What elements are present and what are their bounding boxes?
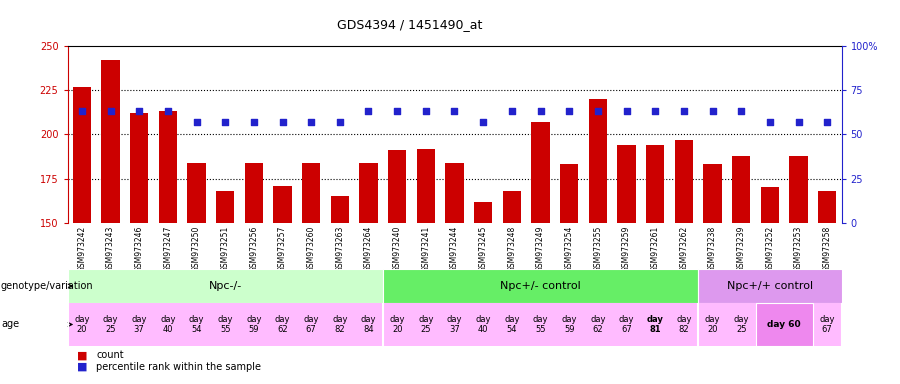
Point (390, 108, 404, 114)
Point (132, 108, 147, 114)
Text: GDS4394 / 1451490_at: GDS4394 / 1451490_at (337, 18, 482, 31)
Bar (589, 99, 608, 223)
Text: day
20: day 20 (390, 315, 405, 334)
Point (505, 108, 519, 114)
Point (275, 119, 290, 125)
Text: day
55: day 55 (533, 315, 548, 334)
Bar (158, 111, 177, 223)
Bar (274, 185, 292, 223)
Bar (73, 87, 91, 223)
Text: count: count (96, 350, 124, 360)
Text: day
82: day 82 (332, 315, 347, 334)
Point (418, 108, 433, 114)
Point (333, 119, 347, 125)
Point (820, 119, 834, 125)
Bar (302, 163, 320, 223)
Point (534, 108, 548, 114)
Bar (473, 202, 492, 223)
Bar (446, 163, 464, 223)
Text: percentile rank within the sample: percentile rank within the sample (96, 362, 261, 372)
Text: day
37: day 37 (446, 315, 463, 334)
Bar (732, 156, 751, 223)
Point (361, 108, 375, 114)
Bar (130, 113, 148, 223)
Point (677, 108, 691, 114)
Point (189, 119, 203, 125)
Bar (760, 187, 779, 223)
Bar (68, 269, 382, 303)
Text: day
62: day 62 (274, 315, 290, 334)
Text: day
40: day 40 (160, 315, 176, 334)
Bar (531, 122, 550, 223)
Bar (502, 191, 521, 223)
Bar (382, 269, 698, 303)
Text: ■: ■ (76, 362, 87, 372)
Point (762, 119, 777, 125)
Point (648, 108, 662, 114)
Text: day
40: day 40 (475, 315, 491, 334)
Text: day
25: day 25 (418, 315, 434, 334)
Text: day
59: day 59 (246, 315, 262, 334)
Point (104, 108, 118, 114)
Text: age: age (1, 319, 19, 329)
Point (562, 108, 576, 114)
Text: day 60: day 60 (768, 320, 801, 329)
Bar (388, 150, 407, 223)
Text: day
54: day 54 (504, 315, 519, 334)
Point (734, 108, 749, 114)
Text: day
25: day 25 (734, 315, 749, 334)
Bar (359, 163, 378, 223)
Text: day
20: day 20 (74, 315, 90, 334)
Bar (101, 60, 120, 223)
Bar (245, 163, 263, 223)
Text: day
67: day 67 (303, 315, 319, 334)
Text: day
37: day 37 (131, 315, 147, 334)
Point (590, 108, 605, 114)
Point (218, 119, 232, 125)
Bar (646, 145, 664, 223)
Point (476, 119, 491, 125)
Bar (703, 164, 722, 223)
Bar (818, 191, 836, 223)
Text: day
20: day 20 (705, 315, 720, 334)
Point (619, 108, 634, 114)
Point (304, 119, 319, 125)
Text: day
84: day 84 (361, 315, 376, 334)
Text: day
67: day 67 (819, 315, 835, 334)
Text: day
81: day 81 (647, 315, 663, 334)
Bar (330, 196, 349, 223)
Text: Npc-/-: Npc-/- (209, 281, 242, 291)
Text: day
82: day 82 (676, 315, 691, 334)
Bar (417, 149, 436, 223)
Point (791, 119, 806, 125)
Text: day
55: day 55 (218, 315, 233, 334)
Text: day
25: day 25 (103, 315, 118, 334)
Point (247, 119, 261, 125)
Bar (560, 164, 579, 223)
Point (706, 108, 720, 114)
Bar (698, 269, 842, 303)
Bar (216, 191, 235, 223)
Bar (617, 145, 635, 223)
Point (75, 108, 89, 114)
Bar (674, 140, 693, 223)
Text: genotype/variation: genotype/variation (1, 281, 94, 291)
Text: day
67: day 67 (619, 315, 634, 334)
Text: Npc+/- control: Npc+/- control (500, 281, 580, 291)
Bar (187, 163, 206, 223)
Text: day
59: day 59 (562, 315, 577, 334)
Text: day
54: day 54 (189, 315, 204, 334)
Point (447, 108, 462, 114)
Point (160, 108, 175, 114)
Text: ■: ■ (76, 350, 87, 360)
Text: Npc+/+ control: Npc+/+ control (727, 281, 813, 291)
Text: day
62: day 62 (590, 315, 606, 334)
Bar (789, 156, 808, 223)
Bar (755, 303, 813, 346)
